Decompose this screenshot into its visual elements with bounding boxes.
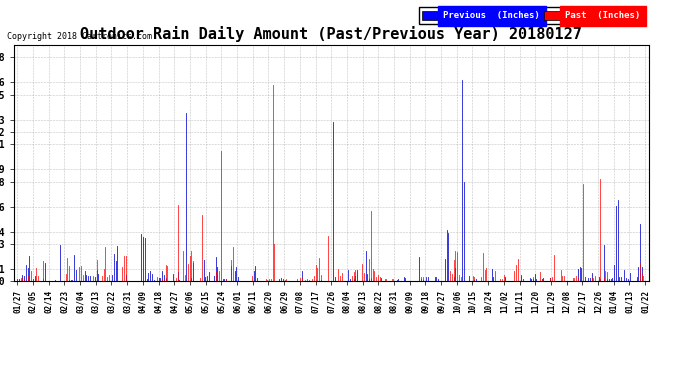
Title: Outdoor Rain Daily Amount (Past/Previous Year) 20180127: Outdoor Rain Daily Amount (Past/Previous… <box>80 27 582 42</box>
Legend: Previous  (Inches), Past  (Inches): Previous (Inches), Past (Inches) <box>419 7 644 24</box>
Text: Copyright 2018 Cartronics.com: Copyright 2018 Cartronics.com <box>7 32 152 41</box>
